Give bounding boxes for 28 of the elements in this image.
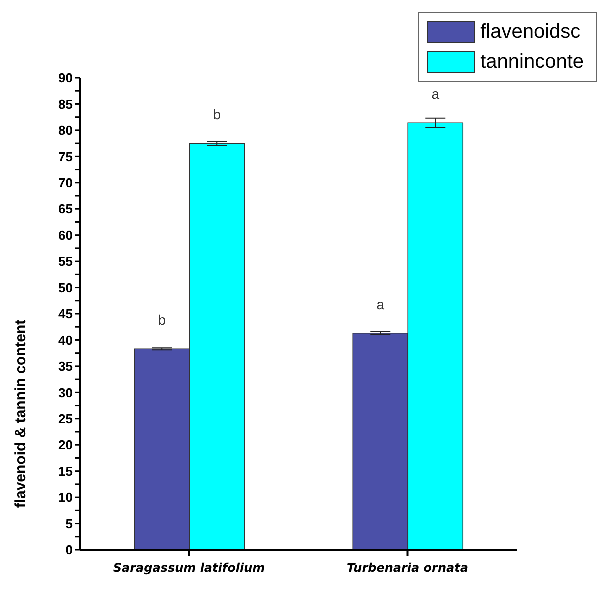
y-tick-label: 60 — [58, 228, 73, 243]
y-tick-label: 20 — [58, 438, 73, 453]
y-tick-label: 10 — [58, 490, 73, 506]
x-tick-label: Turbenaria ornata — [347, 561, 468, 575]
y-tick-label: 65 — [58, 202, 73, 217]
y-tick-label: 55 — [58, 254, 73, 270]
y-tick-label: 70 — [58, 176, 73, 191]
annotation: a — [376, 296, 385, 312]
y-tick-label: 5 — [66, 516, 73, 532]
y-tick-label: 85 — [58, 96, 73, 112]
y-tick-label: 35 — [58, 359, 73, 374]
x-tick-label: Saragassum latifolium — [113, 561, 266, 575]
y-tick-label: 90 — [58, 70, 73, 86]
y-tick-label: 45 — [58, 306, 73, 322]
legend-label: tanninconte — [480, 50, 584, 74]
annotation: b — [158, 312, 166, 328]
y-tick-label: 0 — [66, 542, 73, 558]
y-axis-title: flavenoid & tannin content — [12, 320, 30, 508]
y-tick-label: 50 — [58, 280, 73, 296]
y-tick-label: 80 — [58, 123, 73, 138]
y-tick-label: 15 — [58, 464, 73, 479]
y-tick-label: 75 — [58, 149, 73, 164]
annotation: b — [213, 106, 222, 123]
annotation: a — [432, 86, 440, 102]
y-tick-label: 30 — [58, 385, 73, 400]
y-tick-label: 40 — [58, 332, 73, 348]
y-tick-label: 25 — [58, 412, 73, 427]
legend-label: flavenoidsc — [480, 20, 581, 44]
